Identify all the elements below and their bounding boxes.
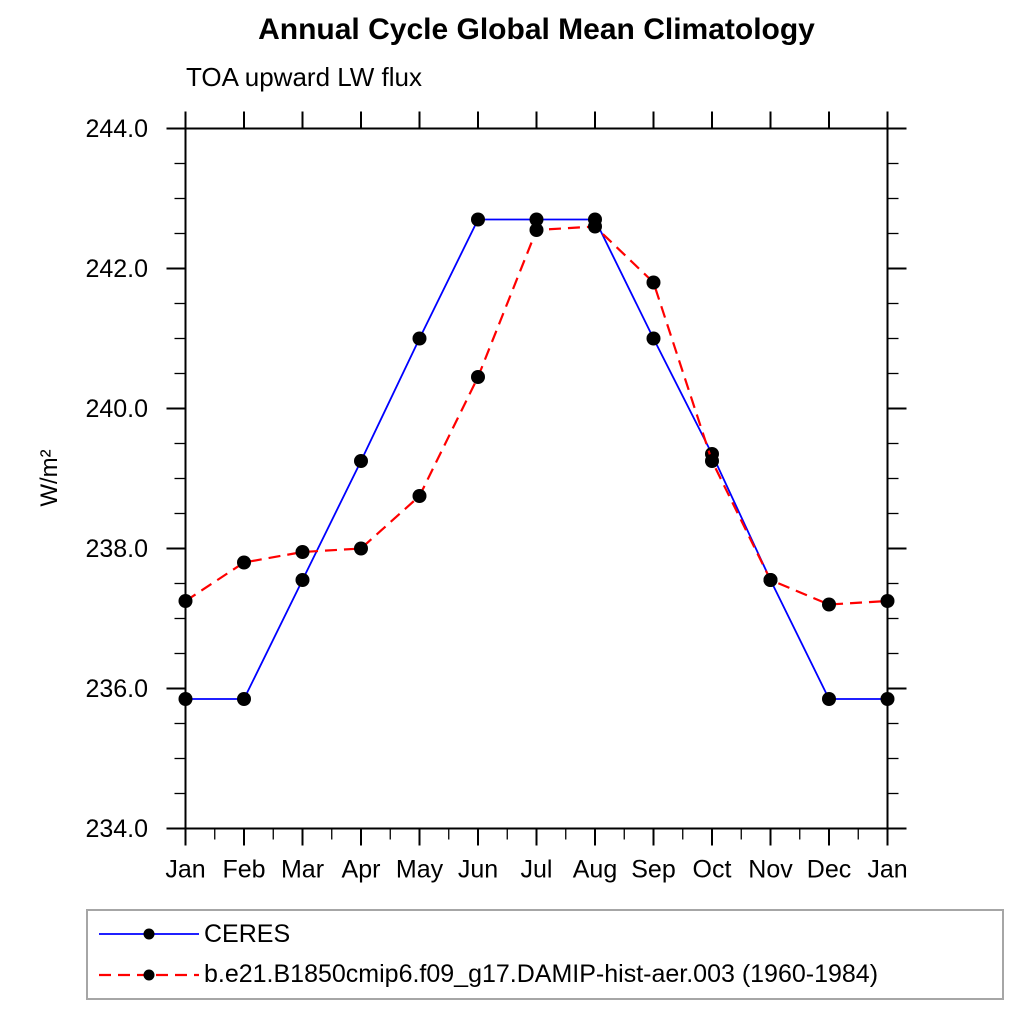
series-model [178, 219, 895, 612]
x-tick-label: Jun [458, 856, 498, 884]
data-point [354, 541, 368, 556]
data-point [178, 692, 193, 706]
x-tick-label: Sep [631, 856, 675, 884]
legend: CERES b.e21.B1850cmip6.f09_g17.DAMIP-his… [86, 909, 1004, 1000]
data-point [705, 454, 719, 468]
data-point [763, 573, 778, 587]
data-point [880, 692, 895, 706]
y-tick-label: 234.0 [85, 815, 148, 843]
data-point [295, 573, 310, 587]
data-point [822, 597, 836, 612]
data-point [529, 223, 544, 237]
x-tick-label: Dec [807, 856, 851, 884]
data-point [471, 370, 485, 384]
x-tick-label: Apr [342, 856, 381, 884]
axes: 234.0 236.0 238.0 240.0 242.0 244.0 Jan Feb Mar A… [36, 111, 908, 884]
plot-area: 234.0 236.0 238.0 240.0 242.0 244.0 Jan Feb Mar A… [36, 111, 908, 884]
chart-title: Annual Cycle Global Mean Climatology [258, 13, 815, 46]
data-point [471, 212, 485, 227]
x-tick-label: May [396, 856, 444, 884]
legend-line-sample-ceres [99, 928, 199, 940]
x-tick-label: Feb [222, 856, 265, 884]
data-point [529, 212, 544, 227]
x-tick-label: Nov [748, 856, 793, 884]
y-tick-label: 244.0 [85, 115, 148, 143]
x-tick-label: Jan [867, 856, 907, 884]
y-tick-label: 238.0 [85, 535, 148, 563]
data-point [295, 545, 310, 559]
y-axis-label: W/m² [36, 449, 63, 506]
data-point [412, 489, 427, 503]
legend-label-model: b.e21.B1850cmip6.f09_g17.DAMIP-hist-aer.… [204, 960, 879, 989]
y-tick-label: 236.0 [85, 675, 148, 703]
data-point [646, 331, 661, 346]
data-point [237, 555, 251, 570]
data-point [237, 692, 251, 706]
data-point [822, 692, 836, 706]
data-point [178, 594, 193, 608]
legend-entry-ceres: CERES [97, 919, 1002, 948]
legend-entry-model: b.e21.B1850cmip6.f09_g17.DAMIP-hist-aer.… [97, 962, 1002, 987]
y-tick-label: 240.0 [85, 395, 148, 423]
y-tick-label: 242.0 [85, 255, 148, 283]
data-point [354, 454, 368, 468]
x-tick-label: Mar [281, 856, 324, 884]
data-point [880, 594, 895, 608]
x-tick-label: Jul [521, 856, 553, 884]
data-point [646, 275, 661, 290]
data-point [588, 219, 602, 234]
series-ceres [178, 212, 895, 706]
data-point [412, 331, 427, 346]
chart-subtitle: TOA upward LW flux [186, 62, 423, 92]
legend-line-sample-model [99, 969, 199, 981]
legend-label-ceres: CERES [204, 919, 291, 948]
x-tick-label: Jan [165, 856, 205, 884]
x-tick-label: Oct [693, 856, 732, 884]
x-tick-label: Aug [573, 856, 617, 884]
